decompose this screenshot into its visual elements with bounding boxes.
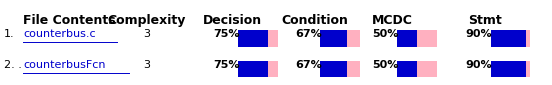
Text: Stmt: Stmt: [469, 14, 502, 27]
FancyBboxPatch shape: [491, 30, 527, 47]
FancyBboxPatch shape: [321, 30, 347, 47]
Text: 3: 3: [144, 29, 151, 39]
FancyBboxPatch shape: [238, 30, 268, 47]
Text: 50%: 50%: [372, 29, 399, 39]
Text: MCDC: MCDC: [371, 14, 412, 27]
FancyBboxPatch shape: [321, 61, 360, 77]
Text: 90%: 90%: [465, 29, 492, 39]
Text: Complexity: Complexity: [108, 14, 186, 27]
Text: Decision: Decision: [203, 14, 262, 27]
FancyBboxPatch shape: [491, 61, 527, 77]
FancyBboxPatch shape: [397, 30, 437, 47]
Text: 67%: 67%: [295, 60, 322, 70]
FancyBboxPatch shape: [397, 30, 417, 47]
FancyBboxPatch shape: [397, 61, 417, 77]
Text: 90%: 90%: [465, 60, 492, 70]
FancyBboxPatch shape: [397, 61, 437, 77]
FancyBboxPatch shape: [321, 30, 360, 47]
FancyBboxPatch shape: [238, 61, 278, 77]
Text: counterbusFcn: counterbusFcn: [23, 60, 106, 70]
Text: Condition: Condition: [282, 14, 348, 27]
Text: counterbus.c: counterbus.c: [23, 29, 96, 39]
FancyBboxPatch shape: [321, 61, 347, 77]
Text: 3: 3: [144, 60, 151, 70]
FancyBboxPatch shape: [238, 30, 278, 47]
Text: 50%: 50%: [372, 60, 399, 70]
FancyBboxPatch shape: [238, 61, 268, 77]
Text: 75%: 75%: [213, 60, 240, 70]
Text: File Contents: File Contents: [23, 14, 116, 27]
FancyBboxPatch shape: [491, 61, 530, 77]
FancyBboxPatch shape: [491, 30, 530, 47]
Text: 67%: 67%: [295, 29, 322, 39]
Text: 75%: 75%: [213, 29, 240, 39]
Text: 2. . .: 2. . .: [4, 60, 29, 70]
Text: 1.: 1.: [4, 29, 15, 39]
